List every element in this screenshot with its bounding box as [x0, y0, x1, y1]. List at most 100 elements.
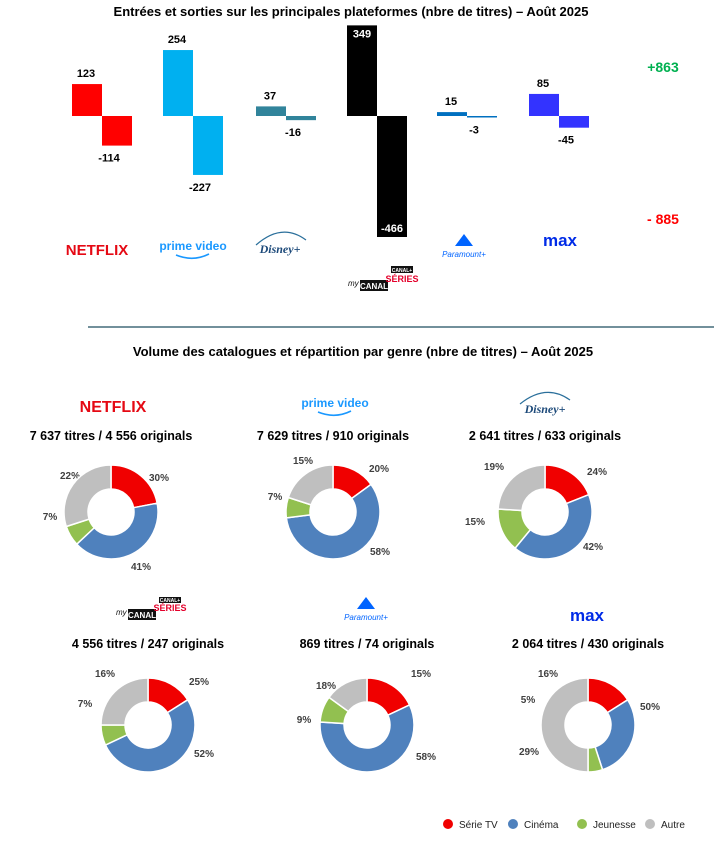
- donut-2-label-3: 24%: [587, 467, 607, 478]
- label-sorties-0: -114: [98, 153, 120, 165]
- total-entrees: +863: [647, 59, 679, 75]
- donut-1-slice-3: [287, 464, 334, 506]
- bar-sorties-4: [467, 116, 497, 118]
- bar-sorties-2: [286, 116, 316, 121]
- donut-0-slice-3: [63, 464, 112, 528]
- donut-0-label-3: 30%: [149, 473, 169, 484]
- donut-4-label-3: 15%: [411, 669, 431, 680]
- donut-5-label-2: 5%: [521, 695, 536, 706]
- label-entrees-1: 254: [168, 34, 187, 46]
- logo-paramount-donut: Paramount+: [344, 597, 388, 622]
- donut-3-slice-3: [100, 677, 149, 726]
- donut-2-label-2: 15%: [465, 517, 485, 528]
- donut-0-label-2: 7%: [43, 512, 58, 523]
- legend-label-0: Série TV: [459, 820, 498, 831]
- logo-netflix-text-2: NETFLIX: [80, 399, 147, 416]
- bar-chart-title: Entrées et sorties sur les principales p…: [114, 4, 589, 19]
- logo-paramount-top: Paramount+: [442, 234, 486, 259]
- logo-disney-top: Disney+: [255, 231, 307, 256]
- logo-prime-text: prime video: [159, 239, 226, 253]
- logo-paramount-text: Paramount+: [442, 250, 486, 259]
- logo-disney-text: Disney+: [259, 242, 301, 256]
- donut-0-label-0: 22%: [60, 471, 80, 482]
- logo-max-text: max: [543, 231, 578, 250]
- bar-entrees-0: [72, 84, 102, 116]
- donut-legend: Série TV Cinéma Jeunesse Autre: [443, 819, 685, 831]
- donut-4-slice-1: [319, 703, 415, 773]
- donut-3-label-3: 25%: [189, 677, 209, 688]
- logo-paramount-text-2: Paramount+: [344, 613, 388, 622]
- donut-summary-5: 2 064 titres / 430 originals: [512, 637, 664, 651]
- logo-prime-top: prime video: [159, 239, 227, 260]
- legend-swatch-3: [645, 819, 655, 829]
- disney-arc-icon-2: [519, 391, 571, 405]
- legend-swatch-0: [443, 819, 453, 829]
- bar-sorties-0: [102, 116, 132, 146]
- donut-3-label-0: 16%: [95, 669, 115, 680]
- donut-0-label-1: 41%: [131, 562, 151, 573]
- donut-5-label-0: 16%: [538, 669, 558, 680]
- bar-sorties-1: [193, 116, 223, 175]
- donuts-layer: 7 637 titres / 4 556 originals 22% 41% 7% 30…: [30, 429, 664, 773]
- donut-summary-3: 4 556 titres / 247 originals: [72, 637, 224, 651]
- logo-prime-donut: prime video: [301, 396, 369, 417]
- bar-entrees-4: [437, 112, 467, 116]
- logo-max-text-2: max: [570, 606, 605, 625]
- logo-disney-donut: Disney+: [519, 391, 571, 416]
- canal-plus-box-icon-2: [159, 597, 181, 603]
- legend-swatch-1: [508, 819, 518, 829]
- canal-plus-box-icon: [391, 266, 413, 273]
- label-entrees-0: 123: [77, 68, 95, 80]
- logo-canal-my-2: my: [116, 608, 128, 617]
- logo-disney-text-2: Disney+: [524, 402, 566, 416]
- donut-5-label-1: 29%: [519, 747, 539, 758]
- logo-canal-donut: my CANAL CANAL+ SÉRIES: [116, 597, 187, 620]
- legend-label-3: Autre: [661, 820, 685, 831]
- donut-5-slice-3: [540, 677, 589, 773]
- logo-canal-my: my: [348, 279, 360, 288]
- donut-5-label-3: 50%: [640, 702, 660, 713]
- logo-canal-plus-2: CANAL+: [160, 598, 180, 604]
- donut-1-label-1: 58%: [370, 547, 390, 558]
- canal-box-icon: [360, 280, 388, 291]
- donut-0-slice-1: [75, 502, 159, 560]
- bar-entrees-5: [529, 93, 559, 116]
- bar-sorties-5: [559, 116, 589, 128]
- donut-4-label-1: 58%: [416, 752, 436, 763]
- label-sorties-3: -466: [381, 223, 403, 235]
- bar-entrees-1: [163, 50, 193, 116]
- donut-2-slice-3: [497, 464, 546, 512]
- logo-netflix-top: NETFLIX: [66, 242, 129, 259]
- logo-max-top: max: [543, 231, 578, 250]
- bars-layer: 123 -114 254 -227 37 -16 349 -466 15 -3 85 -45: [72, 25, 589, 237]
- donut-4-slice-3: [327, 677, 368, 713]
- logo-canal-series-2: SÉRIES: [153, 603, 186, 613]
- logo-canal-top: my CANAL CANAL+ SÉRIES: [348, 266, 419, 291]
- disney-arc-icon: [255, 231, 307, 246]
- donut-5-slice-1: [594, 698, 636, 771]
- label-entrees-3: 349: [353, 28, 371, 40]
- donut-2-slice-1: [513, 493, 593, 560]
- paramount-mountain-icon: [455, 234, 473, 246]
- label-sorties-4: -3: [469, 125, 479, 137]
- donut-1-label-0: 15%: [293, 456, 313, 467]
- donut-1-slice-1: [285, 483, 381, 560]
- donut-4-label-0: 18%: [316, 681, 336, 692]
- donut-summary-2: 2 641 titres / 633 originals: [469, 429, 621, 443]
- bar-sorties-3: [377, 116, 407, 237]
- label-entrees-2: 37: [264, 90, 276, 102]
- donut-summary-0: 7 637 titres / 4 556 originals: [30, 429, 193, 443]
- label-sorties-2: -16: [285, 127, 301, 139]
- donut-summary-4: 869 titres / 74 originals: [300, 637, 435, 651]
- legend-label-1: Cinéma: [524, 820, 559, 831]
- donut-4-label-2: 9%: [297, 715, 312, 726]
- donut-section-title: Volume des catalogues et répartition par…: [133, 344, 593, 359]
- logo-netflix-text: NETFLIX: [66, 242, 129, 259]
- legend-swatch-2: [577, 819, 587, 829]
- donut-2-label-0: 19%: [484, 462, 504, 473]
- canal-box-icon-2: [128, 609, 156, 620]
- bar-entrees-3: [347, 25, 377, 116]
- donut-1-label-2: 7%: [268, 492, 283, 503]
- legend-label-2: Jeunesse: [593, 820, 636, 831]
